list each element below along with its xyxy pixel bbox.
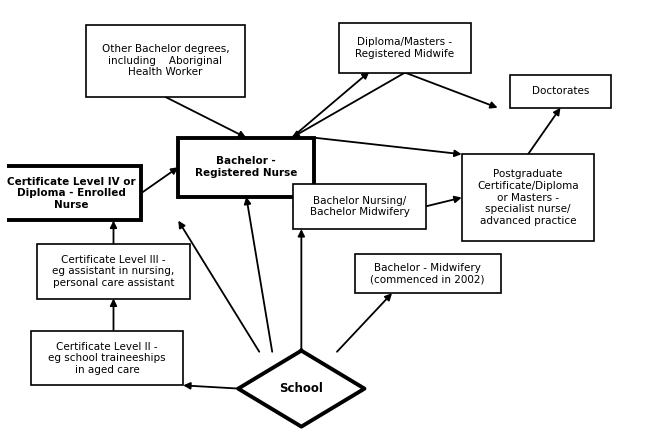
Text: Other Bachelor degrees,
including    Aboriginal
Health Worker: Other Bachelor degrees, including Aborig… bbox=[102, 44, 229, 78]
FancyBboxPatch shape bbox=[31, 331, 183, 385]
Text: School: School bbox=[280, 382, 323, 395]
Text: Diploma/Masters -
Registered Midwife: Diploma/Masters - Registered Midwife bbox=[356, 37, 455, 58]
FancyBboxPatch shape bbox=[510, 75, 611, 108]
FancyBboxPatch shape bbox=[178, 138, 315, 197]
FancyBboxPatch shape bbox=[338, 23, 471, 73]
Text: Postgraduate
Certificate/Diploma
or Masters -
specialist nurse/
advanced practic: Postgraduate Certificate/Diploma or Mast… bbox=[477, 169, 579, 226]
Polygon shape bbox=[238, 351, 364, 427]
FancyBboxPatch shape bbox=[293, 183, 426, 229]
Text: Bachelor Nursing/
Bachelor Midwifery: Bachelor Nursing/ Bachelor Midwifery bbox=[310, 195, 410, 217]
Text: Certificate Level II -
eg school traineeships
in aged care: Certificate Level II - eg school trainee… bbox=[48, 342, 166, 375]
Text: Certificate Level IV or
Diploma - Enrolled
Nurse: Certificate Level IV or Diploma - Enroll… bbox=[7, 177, 136, 210]
Text: Doctorates: Doctorates bbox=[531, 86, 589, 96]
Text: Certificate Level III -
eg assistant in nursing,
personal care assistant: Certificate Level III - eg assistant in … bbox=[52, 255, 175, 288]
FancyBboxPatch shape bbox=[355, 254, 500, 293]
FancyBboxPatch shape bbox=[2, 166, 141, 221]
FancyBboxPatch shape bbox=[86, 25, 245, 97]
FancyBboxPatch shape bbox=[38, 244, 190, 299]
Text: Bachelor -
Registered Nurse: Bachelor - Registered Nurse bbox=[195, 156, 297, 178]
FancyBboxPatch shape bbox=[461, 154, 594, 241]
Text: Bachelor - Midwifery
(commenced in 2002): Bachelor - Midwifery (commenced in 2002) bbox=[370, 263, 485, 284]
